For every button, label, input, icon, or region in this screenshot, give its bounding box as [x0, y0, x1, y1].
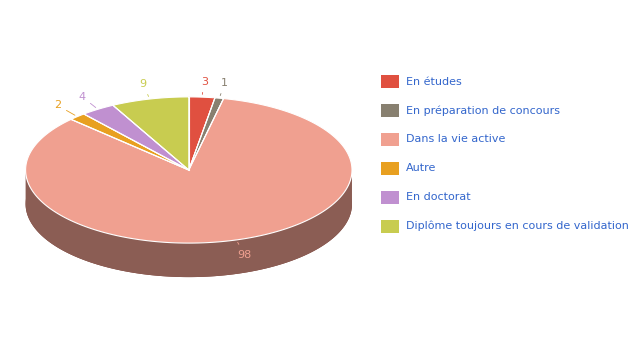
Text: 9: 9: [140, 79, 148, 97]
Bar: [381, 104, 399, 117]
Text: 1: 1: [220, 78, 228, 96]
Text: 4: 4: [78, 91, 96, 107]
Bar: [381, 133, 399, 146]
Polygon shape: [71, 114, 189, 170]
Polygon shape: [26, 99, 352, 243]
Bar: [381, 191, 399, 204]
Text: Dans la vie active: Dans la vie active: [406, 134, 506, 144]
Text: 2: 2: [54, 100, 75, 115]
Polygon shape: [189, 98, 223, 170]
Text: Autre: Autre: [406, 163, 436, 173]
Text: En études: En études: [406, 76, 462, 87]
Polygon shape: [113, 97, 189, 170]
Polygon shape: [189, 97, 215, 170]
Text: En préparation de concours: En préparation de concours: [406, 105, 561, 116]
Bar: [381, 162, 399, 175]
Polygon shape: [84, 105, 189, 170]
Bar: [381, 75, 399, 88]
Text: 98: 98: [237, 242, 252, 259]
Polygon shape: [26, 171, 352, 277]
Polygon shape: [26, 131, 352, 277]
Bar: [381, 220, 399, 233]
Text: 3: 3: [201, 77, 208, 95]
Text: En doctorat: En doctorat: [406, 192, 471, 202]
Text: Diplôme toujours en cours de validation: Diplôme toujours en cours de validation: [406, 221, 629, 231]
